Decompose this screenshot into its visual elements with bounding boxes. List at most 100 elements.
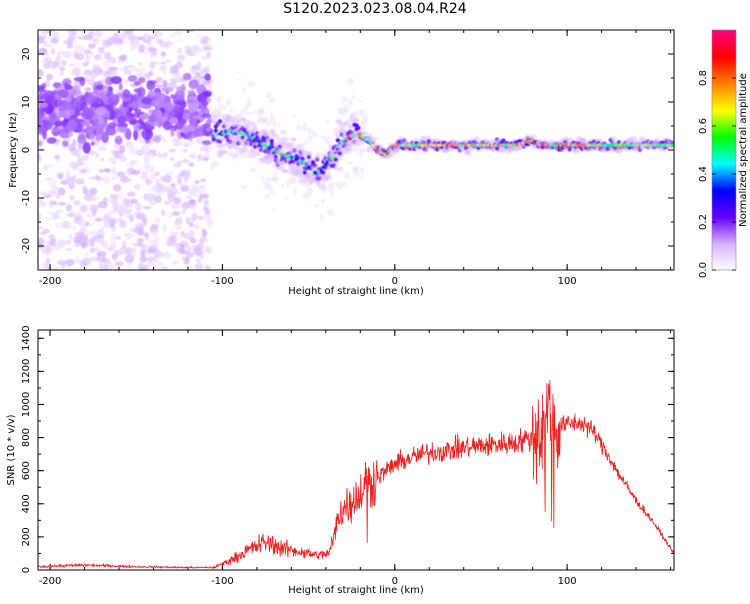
colorbar-step bbox=[712, 50, 736, 53]
snr-x-tick-label: -200 bbox=[39, 576, 62, 587]
colorbar-step bbox=[712, 92, 736, 95]
colorbar-step bbox=[712, 72, 736, 75]
colorbar-step bbox=[712, 30, 736, 33]
colorbar-step bbox=[712, 218, 736, 221]
colorbar-step bbox=[712, 190, 736, 193]
snr-x-tick-label: 100 bbox=[558, 576, 577, 587]
colorbar-step bbox=[712, 58, 736, 61]
colorbar-step bbox=[712, 124, 736, 127]
colorbar-step bbox=[712, 198, 736, 201]
colorbar-step bbox=[712, 154, 736, 157]
snr-y-tick-label: 200 bbox=[21, 527, 32, 546]
colorbar-step bbox=[712, 170, 736, 173]
colorbar-tick-label: 0.2 bbox=[698, 214, 709, 230]
colorbar-step bbox=[712, 90, 736, 93]
colorbar-step bbox=[712, 264, 736, 267]
colorbar-step bbox=[712, 182, 736, 185]
colorbar-step bbox=[712, 60, 736, 63]
colorbar-tick-label: 0.4 bbox=[698, 166, 709, 182]
colorbar-step bbox=[712, 96, 736, 99]
colorbar-step bbox=[712, 162, 736, 165]
spectrogram-x-tick-label: -100 bbox=[211, 276, 234, 287]
colorbar-step bbox=[712, 44, 736, 47]
snr-x-axis-label: Height of straight line (km) bbox=[288, 585, 424, 596]
snr-y-tick-label: 1400 bbox=[21, 326, 32, 351]
colorbar-step bbox=[712, 184, 736, 187]
colorbar-step bbox=[712, 42, 736, 45]
colorbar-step bbox=[712, 76, 736, 79]
spectrogram-y-tick-label: -20 bbox=[21, 238, 32, 254]
snr-x-tick-label: 0 bbox=[392, 576, 398, 587]
colorbar-step bbox=[712, 172, 736, 175]
colorbar-step bbox=[712, 118, 736, 121]
colorbar-step bbox=[712, 234, 736, 237]
colorbar-step bbox=[712, 108, 736, 111]
snr-y-tick-label: 600 bbox=[21, 461, 32, 480]
snr-y-tick-label: 800 bbox=[21, 428, 32, 447]
colorbar-step bbox=[712, 46, 736, 49]
colorbar-step bbox=[712, 216, 736, 219]
colorbar-step bbox=[712, 34, 736, 37]
colorbar-step bbox=[712, 178, 736, 181]
colorbar-step bbox=[712, 186, 736, 189]
colorbar-step bbox=[712, 66, 736, 69]
colorbar-step bbox=[712, 114, 736, 117]
colorbar-step bbox=[712, 166, 736, 169]
colorbar-step bbox=[712, 140, 736, 143]
colorbar-step bbox=[712, 192, 736, 195]
colorbar-step bbox=[712, 204, 736, 207]
colorbar-step bbox=[712, 268, 736, 271]
colorbar-step bbox=[712, 134, 736, 137]
colorbar-step bbox=[712, 156, 736, 159]
colorbar-step bbox=[712, 94, 736, 97]
spectrogram-x-tick-label: -200 bbox=[39, 276, 62, 287]
colorbar-tick-label: 0.0 bbox=[698, 262, 709, 278]
colorbar-step bbox=[712, 86, 736, 89]
colorbar-step bbox=[712, 260, 736, 263]
colorbar-step bbox=[712, 136, 736, 139]
colorbar-step bbox=[712, 210, 736, 213]
colorbar-step bbox=[712, 244, 736, 247]
colorbar-step bbox=[712, 176, 736, 179]
colorbar-step bbox=[712, 128, 736, 131]
spectrogram-y-tick-label: 10 bbox=[21, 96, 32, 109]
colorbar-step bbox=[712, 152, 736, 155]
colorbar-step bbox=[712, 98, 736, 101]
colorbar-step bbox=[712, 200, 736, 203]
colorbar-step bbox=[712, 122, 736, 125]
colorbar-step bbox=[712, 38, 736, 41]
colorbar-step bbox=[712, 146, 736, 149]
colorbar-step bbox=[712, 250, 736, 253]
colorbar-step bbox=[712, 224, 736, 227]
colorbar-tick-label: 0.6 bbox=[698, 118, 709, 134]
snr-y-tick-label: 1200 bbox=[21, 359, 32, 384]
colorbar-step bbox=[712, 78, 736, 81]
colorbar-step bbox=[712, 40, 736, 43]
colorbar-step bbox=[712, 54, 736, 57]
spectrogram-y-tick-label: -10 bbox=[21, 190, 32, 206]
snr-y-tick-label: 400 bbox=[21, 494, 32, 513]
colorbar-step bbox=[712, 138, 736, 141]
colorbar-step bbox=[712, 202, 736, 205]
colorbar-step bbox=[712, 68, 736, 71]
colorbar-gradient bbox=[711, 29, 737, 271]
colorbar-step bbox=[712, 246, 736, 249]
colorbar-frame bbox=[711, 29, 737, 271]
colorbar-step bbox=[712, 164, 736, 167]
colorbar-step bbox=[712, 240, 736, 243]
colorbar-step bbox=[712, 238, 736, 241]
colorbar-step bbox=[712, 220, 736, 223]
colorbar-step bbox=[712, 32, 736, 35]
colorbar-step bbox=[712, 84, 736, 87]
colorbar-step bbox=[712, 36, 736, 39]
colorbar-step bbox=[712, 80, 736, 83]
colorbar-step bbox=[712, 148, 736, 151]
colorbar-step bbox=[712, 230, 736, 233]
colorbar-step bbox=[712, 180, 736, 183]
colorbar-step bbox=[712, 256, 736, 259]
colorbar-step bbox=[712, 126, 736, 129]
